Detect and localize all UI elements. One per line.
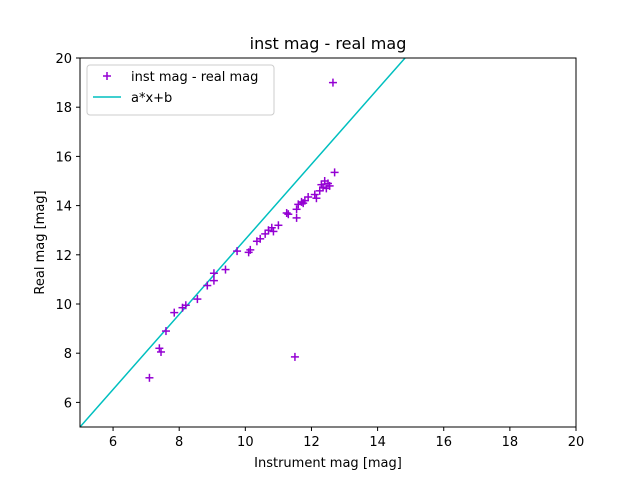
data-point [203, 281, 212, 290]
chart-title: inst mag - real mag [250, 34, 407, 53]
x-tick-label: 12 [303, 435, 320, 450]
legend-box [86, 64, 275, 116]
data-point [292, 213, 301, 222]
data-point [157, 347, 166, 356]
legend-label-scatter: inst mag - real mag [131, 70, 258, 85]
x-tick-label: 16 [435, 435, 452, 450]
data-point [170, 308, 179, 317]
data-point [292, 205, 301, 214]
ticks-layer: 6 8 10 12 14 16 18 20 6 8 10 12 14 16 18 20 [55, 52, 584, 450]
data-point [269, 227, 278, 236]
x-tick-label: 6 [109, 435, 117, 450]
data-point [145, 373, 154, 382]
y-tick-label: 16 [55, 150, 72, 165]
x-tick-label: 14 [369, 435, 386, 450]
y-tick-label: 14 [55, 200, 72, 215]
data-point [310, 190, 319, 199]
y-tick-label: 10 [55, 298, 72, 313]
legend-marker-scatter [103, 72, 111, 80]
data-point [161, 327, 170, 336]
legend: inst mag - real mag a*x+b [86, 64, 275, 116]
data-point [330, 168, 339, 177]
data-point [304, 192, 313, 201]
x-tick-label: 8 [175, 435, 183, 450]
data-point [274, 221, 283, 230]
data-point [284, 210, 293, 219]
x-tick-label: 10 [237, 435, 254, 450]
data-point [155, 344, 164, 353]
data-point [209, 276, 218, 285]
data-point [209, 269, 218, 278]
legend-plus-marker [103, 72, 111, 80]
plot-frame [79, 57, 577, 428]
data-point [267, 223, 276, 232]
x-axis-label: Instrument mag [mag] [254, 456, 402, 471]
data-point [290, 352, 299, 361]
data-point [328, 78, 337, 87]
y-tick-label: 8 [64, 347, 72, 362]
data-point [325, 181, 334, 190]
data-point [246, 245, 255, 254]
data-point [221, 265, 230, 274]
fit-line [80, 58, 406, 427]
y-tick-label: 6 [64, 396, 72, 411]
data-point [181, 301, 190, 310]
data-point [312, 194, 321, 203]
data-layer [80, 58, 406, 427]
data-point [193, 295, 202, 304]
data-point [282, 208, 291, 217]
y-axis-label: Real mag [mag] [33, 190, 48, 294]
data-point [233, 247, 242, 256]
x-tick-label: 18 [502, 435, 519, 450]
y-tick-label: 18 [55, 101, 72, 116]
legend-label-line: a*x+b [131, 91, 172, 106]
y-tick-label: 20 [55, 52, 72, 67]
data-point [256, 234, 265, 243]
y-tick-label: 12 [55, 249, 72, 264]
x-tick-label: 20 [568, 435, 585, 450]
